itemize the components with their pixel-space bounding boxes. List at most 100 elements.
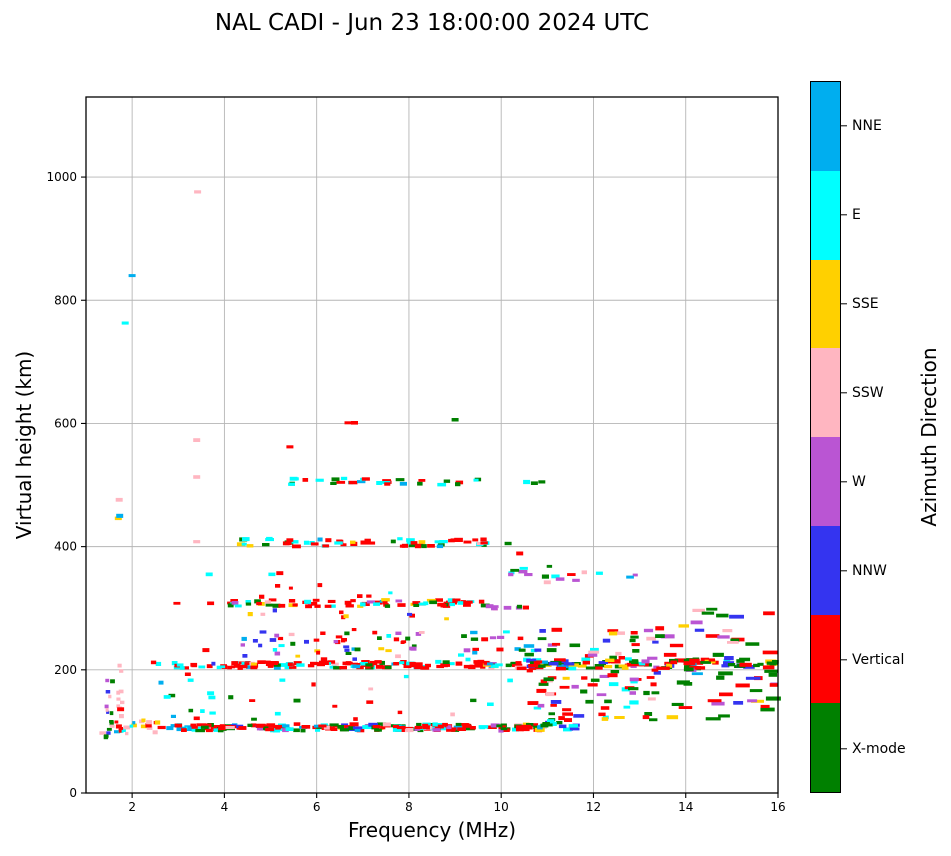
echo-dot-V [562, 712, 573, 716]
echo-dot-V [655, 626, 665, 631]
echo-dot-X [416, 722, 422, 727]
echo-dot-V [410, 541, 418, 545]
echo-dot-X [188, 708, 194, 713]
echo-dot-X [329, 723, 339, 727]
echo-dot-V [516, 551, 524, 556]
echo-dot-NNW [563, 662, 575, 666]
echo-dot-X [629, 659, 639, 663]
echo-dot-SSW [647, 697, 656, 701]
echo-dot-X [530, 481, 538, 485]
echo-dot-V [567, 573, 576, 576]
echo-dot-X [543, 662, 550, 666]
echo-dot-V [343, 725, 352, 729]
echo-dot-E [296, 663, 305, 667]
echo-dot-V [278, 603, 286, 608]
echo-dot-V [322, 544, 330, 548]
echo-dot-X [510, 568, 520, 572]
echo-dot-X [421, 544, 427, 549]
echo-dot-V [517, 636, 524, 641]
echo-dot-V [587, 683, 598, 687]
echo-dot-V [369, 541, 376, 545]
echo-dot-V [292, 544, 301, 549]
echo-dot-V [366, 700, 374, 704]
echo-dot-V [705, 634, 720, 638]
echo-dot-X [701, 611, 715, 615]
echo-dot-W [518, 569, 528, 574]
echo-dot-V [670, 660, 678, 665]
echo-dot-V [311, 602, 318, 606]
echo-dot-NNE [317, 537, 323, 542]
echo-dot-X [538, 682, 549, 686]
echo-dot-V [463, 540, 472, 544]
echo-dot-X [390, 539, 396, 544]
echo-dot-NNE [626, 575, 634, 579]
echo-dot-E [329, 604, 336, 608]
echo-dot-SSE [140, 724, 147, 729]
echo-dot-NNW [602, 638, 611, 643]
echo-dot-NNE [158, 680, 164, 685]
echo-dot-V [401, 543, 409, 548]
echo-dot-NNE [351, 647, 356, 651]
echo-dot-SSE [577, 664, 587, 668]
echo-dot-X [470, 698, 477, 703]
echo-dot-V [533, 723, 539, 728]
echo-dot-X [644, 712, 653, 716]
echo-dot-V [218, 726, 226, 731]
echo-dot-E [155, 661, 162, 666]
echo-dot-SSW [146, 720, 152, 725]
echo-dot-X [524, 652, 534, 657]
echo-dot-V [669, 643, 684, 648]
echo-dot-X [671, 702, 684, 706]
echo-dot-V [629, 663, 639, 667]
x-tick-label: 12 [586, 800, 601, 814]
echo-dot-SSE [621, 666, 629, 670]
echo-dot-V [663, 652, 677, 657]
echo-dot-NNW [407, 612, 413, 616]
echo-dot-SSE [666, 663, 673, 668]
echo-dot-E [213, 728, 221, 732]
y-tick-label: 400 [54, 540, 77, 554]
echo-dot-V [348, 480, 358, 485]
echo-dot-V [310, 661, 318, 666]
echo-dot-NNE [354, 728, 361, 732]
colorbar-tick [841, 213, 847, 216]
echo-dot-X [408, 543, 418, 548]
echo-dot-X [705, 717, 721, 721]
echo-dot-SSW [193, 540, 201, 544]
echo-dot-V [496, 647, 504, 652]
echo-dot-V [700, 657, 710, 662]
echo-dot-V [267, 663, 275, 667]
echo-dot-V [527, 701, 539, 705]
echo-dot-V [414, 544, 422, 549]
echo-dot-X [712, 652, 724, 657]
echo-dot-X [461, 634, 467, 638]
echo-dot-V [412, 601, 421, 605]
echo-dot-V [273, 724, 282, 729]
echo-dot-V [244, 662, 252, 666]
echo-dot-E [621, 687, 630, 692]
echo-dot-X [379, 660, 385, 665]
echo-dot-E [279, 678, 286, 682]
echo-dot-X [736, 659, 745, 663]
echo-dot-E [129, 724, 134, 728]
echo-dot-X [609, 655, 617, 660]
echo-dot-X [455, 482, 461, 487]
echo-dot-W [489, 636, 497, 640]
echo-dot-V [624, 663, 632, 667]
echo-dot-E [359, 662, 368, 666]
echo-dot-NNE [128, 274, 136, 278]
echo-dot-V [233, 663, 241, 668]
colorbar-label-w: W [852, 473, 866, 490]
echo-dot-V [275, 584, 281, 588]
echo-dot-V [372, 630, 378, 635]
echo-dot-X [413, 603, 420, 607]
echo-dot-SSE [765, 659, 777, 664]
echo-dot-V [473, 660, 480, 664]
echo-dot-V [600, 706, 610, 710]
echo-dot-X [630, 635, 639, 639]
echo-dot-E [304, 599, 312, 604]
echo-dot-V [276, 571, 284, 576]
echo-dot-V [382, 601, 388, 605]
echo-dot-V [521, 724, 531, 729]
echo-dot-W [256, 726, 264, 731]
